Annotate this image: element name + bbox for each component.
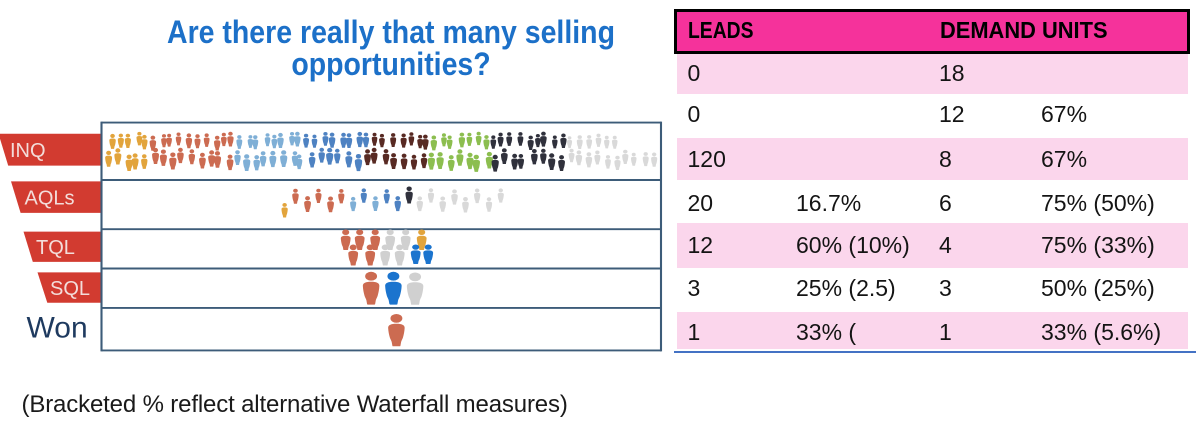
svg-text:SQL: SQL <box>50 278 90 300</box>
svg-text:TQL: TQL <box>36 237 75 259</box>
svg-text:AQLs: AQLs <box>25 188 75 210</box>
svg-text:INQ: INQ <box>10 140 46 162</box>
svg-text:Won: Won <box>27 312 88 345</box>
